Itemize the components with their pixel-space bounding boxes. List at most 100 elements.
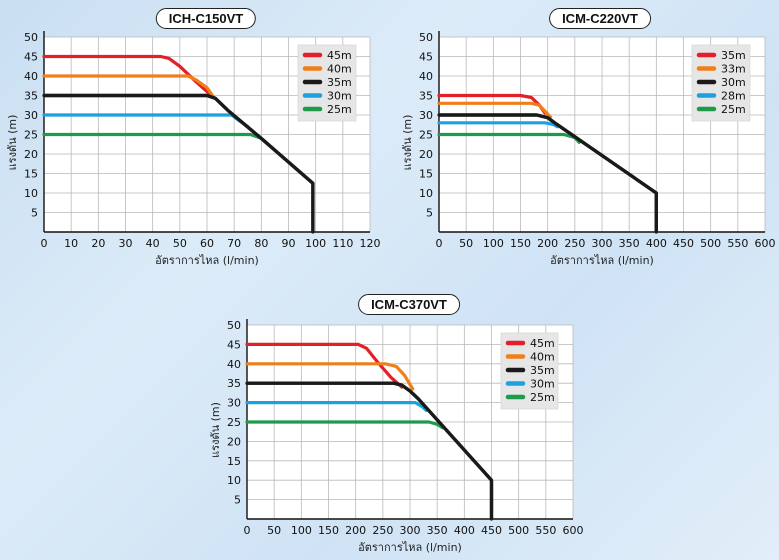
y-axis-label: แรงดัน (m) [209, 402, 222, 458]
chart-icm-c220vt: ICM-C220VT 0 50 100 150 200 250 300 350 400 450 50… [395, 0, 779, 278]
x-tick-label: 250 [372, 524, 393, 537]
x-tick-label: 350 [619, 237, 640, 250]
x-tick-label: 550 [727, 237, 748, 250]
chart-canvas: 0 50 100 150 200 250 300 350 400 450 500 550 600 5 10 1… [401, 31, 776, 267]
y-tick-label: 25 [24, 129, 38, 142]
y-tick-label: 50 [227, 319, 241, 332]
x-tick-label: 600 [755, 237, 776, 250]
series-line-28m [437, 121, 559, 129]
legend-label: 33m [721, 63, 746, 76]
x-tick-label: 450 [673, 237, 694, 250]
legend-label: 30m [327, 90, 352, 103]
series-line-30m [245, 400, 428, 413]
y-tick-label: 25 [419, 129, 433, 142]
legend-label: 30m [530, 378, 555, 391]
chart-title: ICM-C220VT [549, 8, 651, 29]
x-tick-label: 500 [508, 524, 529, 537]
legend-label: 40m [327, 63, 352, 76]
legend-label: 35m [530, 364, 555, 377]
x-tick-label: 0 [436, 237, 443, 250]
series-line-main-overlay [439, 113, 658, 232]
x-axis-label: อัตราการไหล (l/min) [155, 254, 259, 267]
y-tick-label: 45 [419, 51, 433, 64]
legend-label: 25m [327, 103, 352, 116]
x-tick-label: 600 [563, 524, 584, 537]
x-tick-label: 40 [146, 237, 160, 250]
x-tick-label: 450 [481, 524, 502, 537]
y-tick-label: 15 [24, 168, 38, 181]
chart-title: ICM-C370VT [358, 294, 460, 315]
x-tick-label: 500 [700, 237, 721, 250]
x-tick-label: 0 [244, 524, 251, 537]
legend-label: 25m [721, 103, 746, 116]
chart-title: ICH-C150VT [155, 8, 257, 29]
x-tick-label: 60 [200, 237, 214, 250]
series-line-40m [42, 74, 214, 98]
y-axis-label: แรงดัน (m) [401, 115, 414, 171]
y-tick-label: 35 [24, 90, 38, 103]
x-tick-label: 100 [483, 237, 504, 250]
y-tick-label: 10 [419, 187, 433, 200]
y-tick-label: 5 [234, 494, 241, 507]
x-tick-label: 350 [427, 524, 448, 537]
chart-icm-c370vt: ICM-C370VT 0 50 100 150 200 250 300 350 400 450 50… [198, 288, 588, 560]
y-tick-label: 30 [419, 109, 433, 122]
chart-canvas: 0 50 100 150 200 250 300 350 400 450 500 550 600 5 10 1… [209, 319, 584, 554]
legend-label: 28m [721, 90, 746, 103]
x-tick-label: 550 [535, 524, 556, 537]
series-line-main-overlay [247, 381, 494, 519]
legend-label: 30m [721, 76, 746, 89]
legend-label: 45m [530, 337, 555, 350]
x-tick-label: 110 [332, 237, 353, 250]
y-tick-label: 10 [24, 187, 38, 200]
chart-canvas: 0 10 20 30 40 50 60 70 80 90 100 110 120 5 10 15 20 25 30 3… [6, 31, 381, 267]
y-axis-label: แรงดัน (m) [6, 115, 19, 171]
y-tick-label: 40 [227, 358, 241, 371]
x-tick-label: 150 [318, 524, 339, 537]
x-tick-label: 80 [254, 237, 268, 250]
x-tick-label: 400 [646, 237, 667, 250]
y-tick-label: 45 [24, 51, 38, 64]
x-tick-label: 200 [345, 524, 366, 537]
y-tick-label: 25 [227, 416, 241, 429]
x-tick-label: 250 [564, 237, 585, 250]
y-tick-label: 10 [227, 474, 241, 487]
legend-label: 25m [530, 391, 555, 404]
y-tick-label: 45 [227, 338, 241, 351]
series-line-33m [437, 101, 552, 119]
y-tick-label: 50 [419, 31, 433, 44]
series-line-45m [42, 54, 214, 98]
y-tick-label: 20 [227, 435, 241, 448]
y-tick-label: 5 [426, 207, 433, 220]
legend-label: 35m [721, 49, 746, 62]
y-tick-label: 40 [419, 70, 433, 83]
x-tick-label: 300 [400, 524, 421, 537]
x-tick-label: 50 [267, 524, 281, 537]
y-tick-label: 20 [419, 148, 433, 161]
x-tick-label: 50 [459, 237, 473, 250]
series-line-main-overlay [44, 93, 315, 232]
y-tick-label: 20 [24, 148, 38, 161]
x-tick-label: 90 [282, 237, 296, 250]
y-tick-label: 40 [24, 70, 38, 83]
y-tick-label: 30 [24, 109, 38, 122]
x-tick-label: 10 [64, 237, 78, 250]
y-tick-label: 15 [419, 168, 433, 181]
y-tick-label: 15 [227, 455, 241, 468]
legend-label: 35m [327, 76, 352, 89]
series-line-25m [245, 420, 445, 430]
y-tick-label: 35 [419, 90, 433, 103]
legend-label: 45m [327, 49, 352, 62]
chart-ich-c150vt: ICH-C150VT 0 10 20 30 40 50 60 70 80 90 100 110 120 5… [0, 0, 390, 278]
x-tick-label: 70 [227, 237, 241, 250]
series-line-45m [245, 342, 404, 389]
x-tick-label: 120 [360, 237, 381, 250]
y-tick-label: 30 [227, 397, 241, 410]
y-tick-label: 5 [31, 207, 38, 220]
series-line-40m [245, 362, 415, 391]
x-axis-label: อัตราการไหล (l/min) [550, 254, 654, 267]
legend-label: 40m [530, 351, 555, 364]
x-tick-label: 20 [91, 237, 105, 250]
x-tick-label: 30 [119, 237, 133, 250]
x-tick-label: 150 [510, 237, 531, 250]
